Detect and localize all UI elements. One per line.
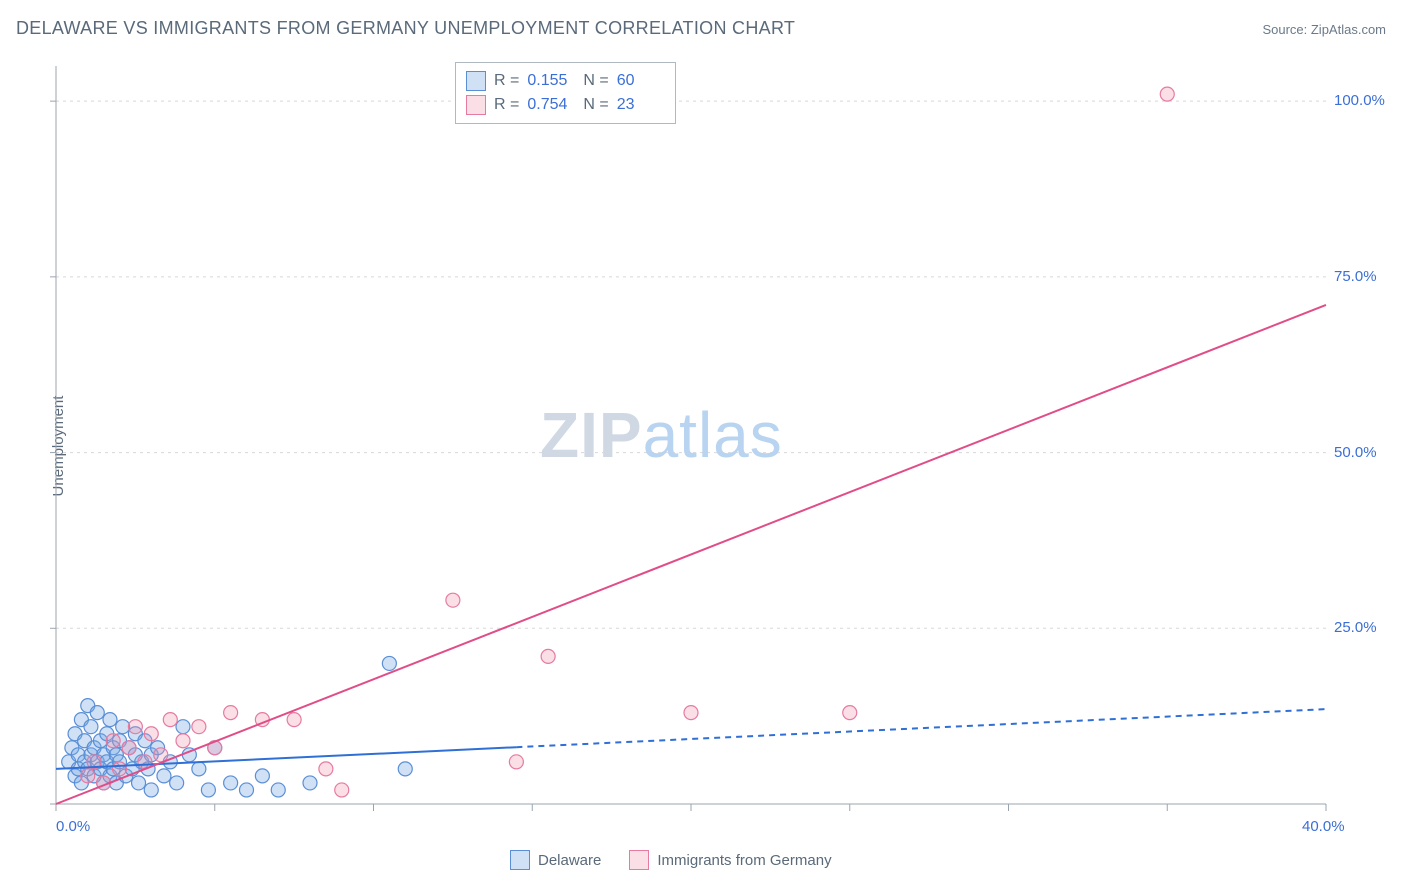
n-value: 60 <box>617 69 665 93</box>
legend-label: Immigrants from Germany <box>657 852 831 869</box>
bottom-legend: Delaware Immigrants from Germany <box>510 850 832 870</box>
r-value: 0.754 <box>527 93 575 117</box>
stats-row: R = 0.155 N = 60 <box>466 69 665 93</box>
legend-swatch <box>510 850 530 870</box>
y-tick-label: 25.0% <box>1334 619 1377 636</box>
chart-title: DELAWARE VS IMMIGRANTS FROM GERMANY UNEM… <box>16 18 795 39</box>
source-label: Source: ZipAtlas.com <box>1262 22 1386 37</box>
legend-swatch <box>466 95 486 115</box>
x-tick-label: 40.0% <box>1302 818 1345 835</box>
chart-svg <box>50 58 1386 838</box>
n-label: N = <box>583 69 608 93</box>
x-tick-label: 0.0% <box>56 818 90 835</box>
r-label: R = <box>494 93 519 117</box>
y-tick-label: 75.0% <box>1334 268 1377 285</box>
r-label: R = <box>494 69 519 93</box>
n-label: N = <box>583 93 608 117</box>
y-tick-label: 50.0% <box>1334 444 1377 461</box>
legend-item: Delaware <box>510 850 601 870</box>
plot-area: ZIPatlas R =0.155N =60R =0.754N =23 Dela… <box>50 58 1386 838</box>
stats-row: R = 0.754 N = 23 <box>466 93 665 117</box>
legend-swatch <box>466 71 486 91</box>
y-tick-label: 100.0% <box>1334 92 1385 109</box>
n-value: 23 <box>617 93 665 117</box>
r-value: 0.155 <box>527 69 575 93</box>
stats-box: R = 0.155 N = 60 R = 0.754 N = 23 <box>455 62 676 124</box>
legend-swatch <box>629 850 649 870</box>
legend-label: Delaware <box>538 852 601 869</box>
legend-item: Immigrants from Germany <box>629 850 831 870</box>
